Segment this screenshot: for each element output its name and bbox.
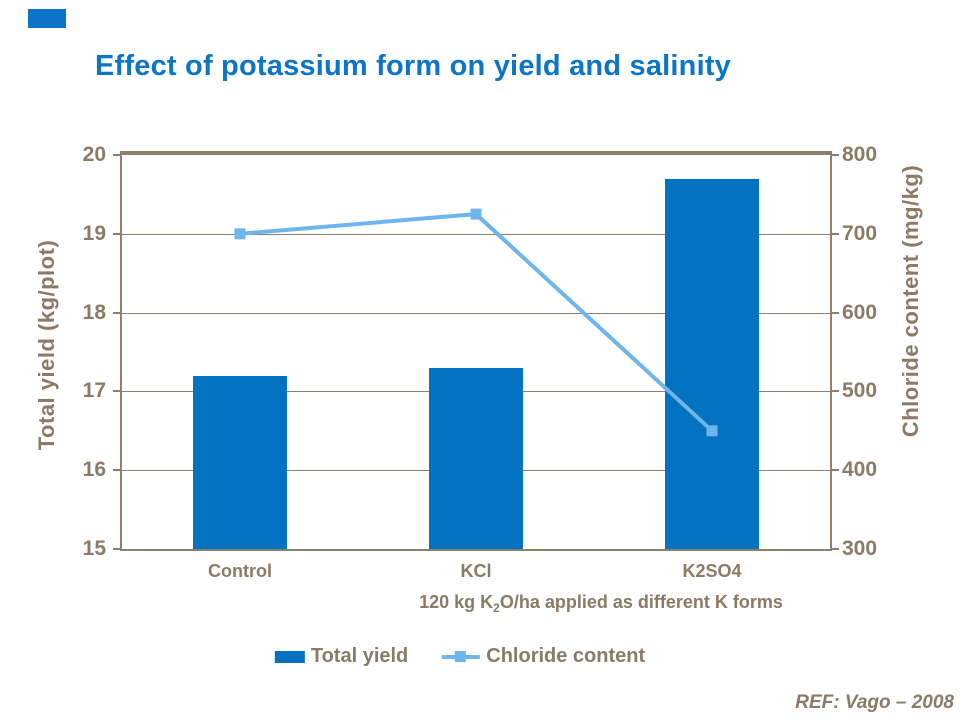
x-axis-title: 120 kg K2O/ha applied as different K for… (419, 592, 783, 615)
bar-series-swatch-icon (274, 650, 305, 663)
line-marker-k2so4 (706, 425, 718, 437)
x-axis-title-prefix: 120 kg K (419, 592, 494, 612)
right-axis-tick-label: 600 (842, 300, 878, 324)
legend-line-marker (455, 650, 467, 662)
legend-item-total-yield: Total yield (274, 645, 409, 668)
bar-kcl (429, 367, 523, 549)
bar-k2so4 (665, 178, 759, 549)
right-axis-tick-label: 700 (842, 221, 878, 245)
legend: Total yield Chloride content (274, 645, 645, 668)
left-axis-tick-label: 20 (82, 143, 106, 166)
left-axis-tick-label: 15 (82, 537, 106, 560)
left-axis-tick (113, 548, 122, 550)
plot-area (122, 155, 830, 549)
left-axis-tick (113, 469, 122, 472)
right-axis-tick-label: 500 (842, 379, 878, 403)
left-axis-tick (113, 390, 122, 393)
legend-label-chloride-content: Chloride content (486, 645, 646, 667)
gridline (122, 312, 830, 314)
right-axis-tick (830, 548, 839, 550)
slide-accent-rect (28, 9, 66, 28)
left-axis-tick (113, 311, 122, 314)
reference-text: REF: Vago – 2008 (795, 692, 954, 713)
right-axis-tick (830, 154, 839, 156)
right-axis-tick-label: 300 (842, 537, 878, 560)
left-axis-tick (113, 154, 122, 156)
x-axis-title-suffix: O/ha applied as different K forms (499, 592, 783, 612)
left-axis-tick-label: 19 (82, 221, 106, 245)
left-axis-title: Total yield (kg/plot) (34, 239, 59, 451)
right-axis-tick (830, 390, 839, 393)
right-axis-tick-label: 400 (842, 458, 878, 482)
chart-title: Effect of potassium form on yield and sa… (95, 50, 732, 82)
left-axis-tick-label: 18 (82, 300, 106, 324)
left-axis-tick-label: 16 (82, 458, 106, 482)
right-axis-tick (830, 311, 839, 314)
chloride-line-series (234, 208, 718, 437)
right-axis-tick (830, 232, 839, 235)
right-axis-tick (830, 469, 839, 472)
x-label-k2so4: K2SO4 (682, 561, 742, 581)
line-path (239, 212, 714, 433)
line-series-swatch-icon (442, 650, 481, 663)
x-label-control: Control (208, 561, 272, 581)
bar-control (193, 375, 287, 549)
gridline (122, 233, 830, 235)
left-axis-tick-label: 17 (82, 379, 106, 403)
x-axis-title-subscript: 2 (493, 601, 500, 615)
legend-item-chloride-content: Chloride content (442, 645, 645, 668)
line-marker-kcl (470, 208, 482, 220)
line-marker-control (234, 228, 246, 240)
x-label-kcl: KCl (460, 561, 492, 581)
right-axis-tick-label: 800 (842, 143, 878, 166)
legend-label-total-yield: Total yield (310, 645, 409, 667)
left-axis-tick (113, 232, 122, 235)
